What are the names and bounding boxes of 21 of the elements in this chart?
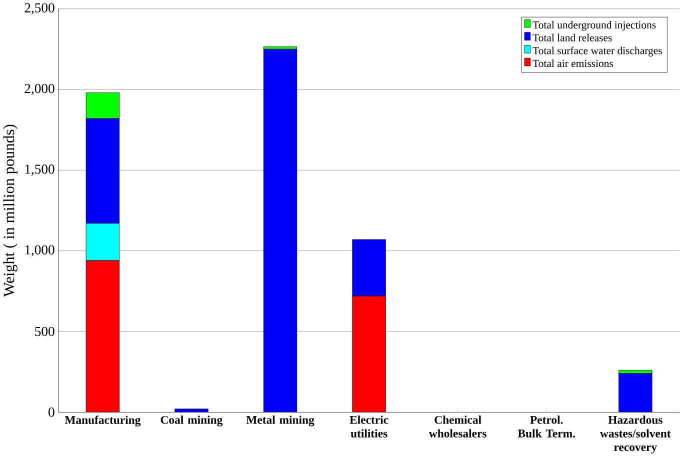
- legend-label: Total land releases: [532, 34, 612, 42]
- legend-label: Total underground injections: [532, 21, 656, 31]
- bar: [174, 408, 208, 412]
- x-tick-label: Electric utilities: [350, 416, 388, 438]
- legend-label: Total air emissions: [532, 60, 614, 68]
- x-tick-label: Hazardous wastes/solvent recovery: [600, 416, 671, 454]
- y-tick-label: 2,500: [24, 3, 54, 15]
- y-tick-label: 500: [35, 326, 54, 336]
- y-axis-title: Weight ( in million pounds): [3, 124, 18, 298]
- legend-label: Total surface water discharges: [532, 46, 662, 57]
- x-tick-label: Coal mining: [160, 416, 223, 426]
- x-tick-label: Petrol. Bulk Term.: [518, 416, 575, 438]
- x-tick-label: Metal mining: [246, 416, 314, 426]
- y-tick-label: 0: [48, 408, 54, 417]
- x-tick-label: Manufacturing: [64, 416, 141, 427]
- y-tick-label: 1,000: [25, 245, 54, 257]
- x-tick-label: Chemical wholesalers: [428, 416, 486, 438]
- bar: [618, 373, 652, 412]
- y-tick-label: 2,000: [24, 84, 54, 96]
- y-tick-label: 1,500: [25, 164, 54, 176]
- bar: [263, 49, 298, 412]
